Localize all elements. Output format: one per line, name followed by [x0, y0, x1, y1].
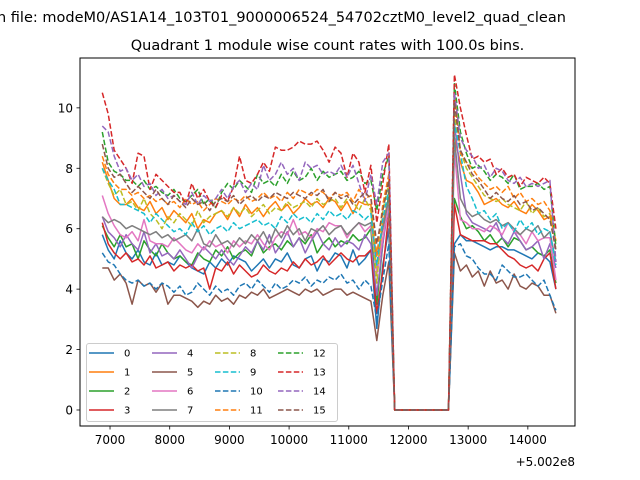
legend-entry-2: 2	[89, 387, 130, 398]
legend-label: 5	[187, 368, 193, 379]
legend-entry-5: 5	[152, 368, 193, 379]
y-tick-label: 6	[65, 222, 73, 236]
x-tick-label: 8000	[154, 433, 185, 447]
x-tick-label: 9000	[214, 433, 245, 447]
legend-label: 8	[250, 349, 256, 360]
series-line-7	[101, 137, 557, 411]
legend-entry-10: 10	[215, 387, 263, 398]
y-tick-label: 8	[65, 162, 73, 176]
series-line-15	[101, 101, 557, 411]
legend-entry-6: 6	[152, 387, 193, 398]
y-tick-label: 2	[65, 343, 73, 357]
legend-entry-3: 3	[89, 406, 130, 417]
legend-label: 10	[250, 387, 263, 398]
legend-label: 2	[124, 387, 130, 398]
legend-label: 9	[250, 368, 256, 379]
series-line-3	[101, 203, 557, 411]
legend-entry-14: 14	[278, 387, 326, 398]
x-tick-label: 7000	[95, 433, 126, 447]
legend-entry-7: 7	[152, 406, 193, 417]
legend-entry-4: 4	[152, 349, 193, 360]
legend-entry-15: 15	[278, 406, 326, 417]
series-line-2	[101, 191, 557, 411]
legend-label: 15	[313, 406, 326, 417]
series-line-6	[101, 149, 557, 411]
series-line-9	[101, 122, 557, 411]
axes-frame	[79, 57, 576, 427]
series-line-4	[101, 122, 557, 411]
legend-entry-8: 8	[215, 349, 256, 360]
legend-label: 14	[313, 387, 326, 398]
x-axis-ticks: 7000 8000 9000 10000 11000 12000 13000 14000	[95, 426, 547, 447]
y-tick-label: 10	[58, 101, 73, 115]
x-tick-label: 12000	[389, 433, 427, 447]
legend-label: 1	[124, 368, 130, 379]
x-tick-label: 11000	[330, 433, 368, 447]
series-line-10	[101, 243, 557, 411]
legend-entry-1: 1	[89, 368, 130, 379]
legend-label: 0	[124, 349, 130, 360]
x-tick-label: 14000	[509, 433, 547, 447]
series-line-0	[101, 227, 557, 411]
legend-label: 12	[313, 349, 326, 360]
legend-entry-9: 9	[215, 368, 256, 379]
series-line-13	[101, 73, 557, 411]
x-tick-label: 13000	[449, 433, 487, 447]
legend-entry-0: 0	[89, 349, 130, 360]
legend-frame	[86, 343, 338, 422]
chart-title: Quadrant 1 module wise count rates with …	[131, 38, 525, 54]
legend-label: 13	[313, 368, 326, 379]
y-tick-label: 0	[65, 403, 73, 417]
x-offset-label: +5.002e8	[516, 455, 575, 469]
legend-entry-11: 11	[215, 406, 263, 417]
legend-label: 6	[187, 387, 193, 398]
legend-label: 4	[187, 349, 193, 360]
legend-label: 11	[250, 406, 263, 417]
y-axis-ticks: 0 2 4 6 8 10	[58, 101, 80, 417]
x-tick-label: 10000	[270, 433, 308, 447]
series-line-5	[102, 252, 557, 411]
legend-entry-12: 12	[278, 349, 326, 360]
legend-entry-13: 13	[278, 368, 326, 379]
legend-label: 7	[187, 406, 193, 417]
y-tick-label: 4	[65, 283, 73, 297]
plot-lines	[101, 73, 557, 411]
series-line-11	[101, 91, 557, 411]
figure-suptitle: n file: modeM0/AS1A14_103T01_9000006524_…	[0, 10, 566, 26]
legend-label: 3	[124, 406, 130, 417]
